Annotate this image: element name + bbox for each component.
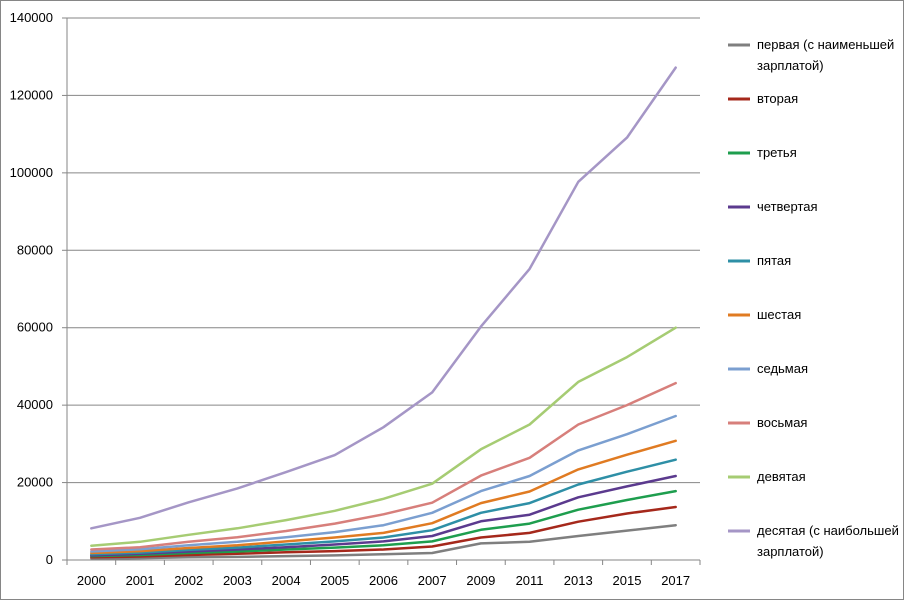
y-tick-label: 20000 — [17, 475, 53, 490]
legend-label: первая (с наименьшей зарплатой) — [757, 37, 894, 73]
legend-entry-9: девятая — [728, 469, 806, 484]
y-axis-ticks: 0 20000 40000 60000 80000 100000 120000 140000 — [10, 10, 67, 567]
x-axis-ticks: 2000 2001 2002 2003 2004 2005 2006 2007 2009 2011… — [66, 560, 701, 588]
legend-label: пятая — [757, 253, 791, 268]
legend-label: шестая — [757, 307, 801, 322]
x-tick-label: 2013 — [564, 573, 593, 588]
y-tick-label: 60000 — [17, 320, 53, 335]
series-line-10 — [90, 66, 677, 530]
x-tick-label: 2003 — [223, 573, 252, 588]
legend-label: четвертая — [757, 199, 818, 214]
plot-series — [90, 66, 677, 560]
series-line-3 — [90, 489, 677, 558]
legend-entry-8: восьмая — [728, 415, 807, 430]
series-line-5 — [90, 458, 677, 556]
legend-entry-6: шестая — [728, 307, 801, 322]
legend-entry-7: седьмая — [728, 361, 808, 376]
series-line-7 — [90, 414, 677, 553]
y-tick-label: 140000 — [10, 10, 53, 25]
x-tick-label: 2015 — [613, 573, 642, 588]
axes — [66, 18, 700, 561]
x-tick-label: 2009 — [466, 573, 495, 588]
x-tick-label: 2004 — [272, 573, 301, 588]
legend-label: седьмая — [757, 361, 808, 376]
x-tick-label: 2017 — [661, 573, 690, 588]
series-line-1 — [90, 523, 677, 560]
series-line-4 — [90, 474, 677, 557]
legend-entry-1: первая (с наименьшей зарплатой) — [728, 37, 894, 73]
legend-entry-5: пятая — [728, 253, 791, 268]
x-tick-label: 2000 — [77, 573, 106, 588]
y-tick-label: 80000 — [17, 242, 53, 257]
legend-entry-4: четвертая — [728, 199, 818, 214]
legend-label: десятая (с наибольшей зарплатой) — [757, 523, 899, 559]
legend-entry-3: третья — [728, 145, 797, 160]
legend: первая (с наименьшей зарплатой) вторая трет… — [728, 37, 899, 559]
series-line-9 — [90, 326, 677, 547]
legend-label: третья — [757, 145, 797, 160]
y-tick-label: 40000 — [17, 397, 53, 412]
x-tick-label: 2005 — [320, 573, 349, 588]
series-line-8 — [90, 381, 677, 551]
legend-label: вторая — [757, 91, 798, 106]
legend-entry-10: десятая (с наибольшей зарплатой) — [728, 523, 899, 559]
legend-label: девятая — [757, 469, 806, 484]
series-line-6 — [90, 439, 677, 555]
x-tick-label: 2006 — [369, 573, 398, 588]
gridlines — [67, 17, 700, 484]
x-tick-label: 2007 — [418, 573, 447, 588]
y-tick-label: 100000 — [10, 165, 53, 180]
y-tick-label: 0 — [46, 552, 53, 567]
x-tick-label: 2002 — [174, 573, 203, 588]
legend-entry-2: вторая — [728, 91, 798, 106]
legend-label: восьмая — [757, 415, 807, 430]
y-tick-label: 120000 — [10, 87, 53, 102]
series-line-2 — [90, 505, 677, 559]
x-tick-label: 2011 — [516, 573, 544, 588]
x-tick-label: 2001 — [126, 573, 155, 588]
